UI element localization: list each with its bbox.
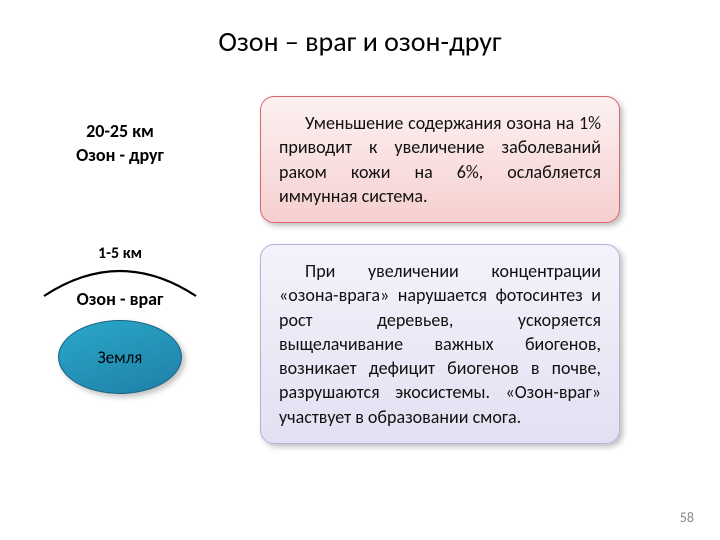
slide: Озон – враг и озон-друг 20-25 км Озон - … [0,0,720,540]
page-number: 58 [680,509,694,526]
earth-label: Земля [98,347,143,368]
ozone-enemy-label: Озон - враг [55,288,185,310]
altitude-high-label: 20-25 км [55,120,185,142]
card-top-text: Уменьшение содержания озона на 1% привод… [279,112,601,207]
earth-shape: Земля [58,320,182,394]
card-bottom-text: При увеличении концентрации «озона-врага… [279,260,601,428]
ozone-friend-label: Озон - друг [55,144,185,166]
slide-title: Озон – враг и озон-друг [0,24,720,59]
card-bottom: При увеличении концентрации «озона-врага… [260,244,620,444]
card-top: Уменьшение содержания озона на 1% привод… [260,96,620,223]
